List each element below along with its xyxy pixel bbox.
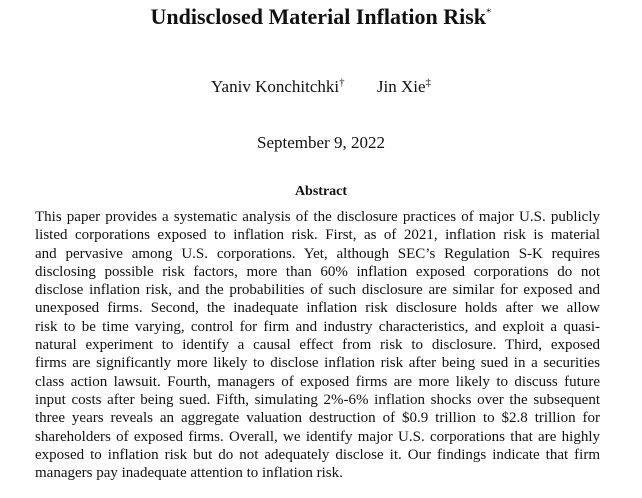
abstract-line: firms are significantly more likely to d…: [35, 355, 600, 372]
abstract-line: unexposed firms. Second, the inadequate …: [35, 300, 600, 317]
authors: Yaniv Konchitchki† Jin Xie‡: [0, 76, 642, 97]
abstract-line: shareholders of exposed firms. Overall, …: [35, 428, 600, 445]
abstract-line: disclose inflation risk, and the probabi…: [35, 282, 600, 299]
title-text: Undisclosed Material Inflation Risk: [150, 4, 487, 29]
title-mark: *: [486, 6, 492, 19]
abstract-line: listed corporations exposed to inflation…: [35, 227, 600, 244]
author-name: Yaniv Konchitchki: [210, 76, 340, 96]
abstract-line: and pervasive among U.S. corporations. Y…: [35, 245, 600, 262]
author-name: Jin Xie: [376, 76, 426, 96]
abstract-line: class action lawsuit. Fourth, managers o…: [35, 373, 600, 390]
abstract-line: input costs after being sued. Fifth, sim…: [35, 391, 600, 408]
abstract-line: This paper provides a systematic analysi…: [35, 209, 600, 225]
author-mark: †: [339, 76, 345, 88]
author-mark: ‡: [425, 76, 432, 88]
abstract-line: three years reveals an aggregate valuati…: [35, 410, 600, 427]
abstract-line: risk to be time varying, control for fir…: [35, 318, 600, 335]
author: Yaniv Konchitchki†: [210, 76, 345, 96]
abstract-heading: Abstract: [294, 184, 348, 199]
abstract-line: natural experiment to identify a causal …: [35, 337, 600, 354]
date: September 9, 2022: [257, 133, 385, 152]
author: Jin Xie‡: [376, 76, 432, 96]
abstract-line: exposed to inflation risk but do not ade…: [35, 446, 600, 463]
paper-title: Undisclosed Material Inflation Risk*: [0, 4, 642, 30]
abstract-line: managers pay inadequate attention to inf…: [35, 465, 343, 482]
abstract-text: This paper provides a systematic analysi…: [35, 208, 600, 482]
abstract-line: disclosing possible risk factors, more t…: [35, 263, 600, 280]
